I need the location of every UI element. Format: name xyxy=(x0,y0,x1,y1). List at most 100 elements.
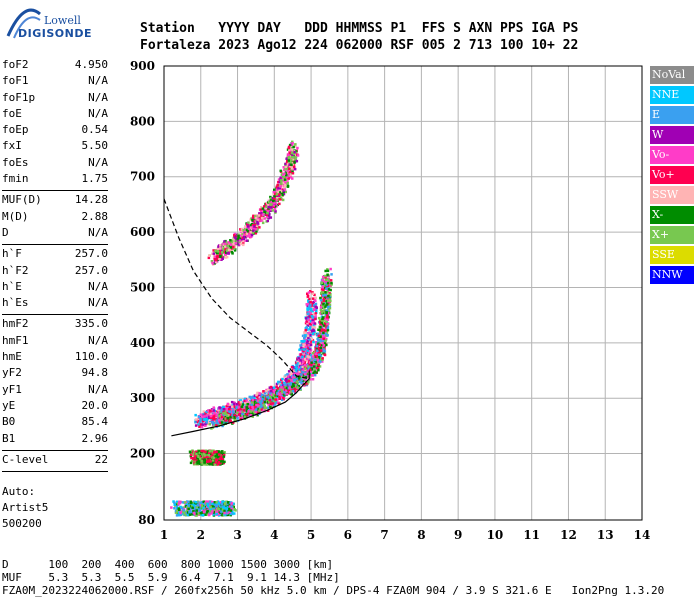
echo-point xyxy=(288,163,291,166)
echo-point xyxy=(225,251,228,254)
echo-point xyxy=(244,399,247,403)
echo-point xyxy=(254,216,258,220)
echo-point xyxy=(175,500,179,504)
echo-point xyxy=(291,153,294,156)
echo-point xyxy=(313,357,316,360)
echo-point xyxy=(213,450,216,454)
echo-point xyxy=(219,459,222,462)
echo-point xyxy=(246,403,250,406)
echo-point xyxy=(326,314,329,317)
echo-point xyxy=(322,337,325,340)
echo-point xyxy=(309,348,313,352)
echo-point xyxy=(289,376,292,379)
echo-point xyxy=(309,370,312,373)
legend-item-x-: X- xyxy=(650,206,694,225)
echo-point xyxy=(299,353,303,356)
echo-point xyxy=(194,462,197,465)
echo-point xyxy=(201,462,204,465)
echo-point xyxy=(207,451,211,454)
echo-point xyxy=(291,140,294,144)
echo-point xyxy=(294,385,297,388)
legend-item-vo-: Vo- xyxy=(650,146,694,165)
echo-point xyxy=(263,217,266,220)
echo-point xyxy=(195,502,198,505)
echo-point xyxy=(286,373,289,376)
echo-point xyxy=(242,413,246,416)
echo-point xyxy=(322,350,325,353)
echo-point xyxy=(239,234,242,237)
echo-point xyxy=(244,229,247,232)
echo-point xyxy=(293,160,297,164)
echo-point xyxy=(204,450,207,454)
echo-point xyxy=(314,302,318,306)
echo-point xyxy=(200,513,203,517)
param-row-hmf2: hmF2 335.0 xyxy=(2,317,108,333)
echo-point xyxy=(317,353,321,356)
echo-point xyxy=(284,385,287,389)
echo-point xyxy=(303,372,307,376)
legend-item-ssw: SSW xyxy=(650,186,694,205)
echo-point xyxy=(214,458,218,461)
echo-point xyxy=(315,333,319,337)
echo-point xyxy=(237,233,240,236)
echo-point xyxy=(286,169,290,172)
echo-point xyxy=(307,310,310,314)
echo-point xyxy=(254,402,258,405)
echo-point xyxy=(242,243,245,247)
echo-point xyxy=(324,317,327,320)
param-separator xyxy=(2,471,108,473)
echo-point xyxy=(290,382,293,385)
echo-point xyxy=(216,257,220,260)
echo-point xyxy=(308,338,311,341)
echo-point xyxy=(314,305,318,308)
echo-point xyxy=(293,375,296,379)
echo-point xyxy=(268,202,271,205)
echo-point xyxy=(263,409,267,412)
echo-point xyxy=(214,454,217,458)
y-tick-label: 80 xyxy=(138,513,155,527)
auto-label: Auto: xyxy=(2,485,36,498)
echo-point xyxy=(234,418,237,422)
echo-point xyxy=(209,507,213,511)
echo-point xyxy=(256,220,259,224)
echo-point xyxy=(324,293,327,297)
echo-point xyxy=(327,310,331,313)
echo-point xyxy=(226,408,230,412)
echo-point xyxy=(203,415,206,418)
echo-point xyxy=(324,305,327,308)
echo-point xyxy=(253,223,256,227)
echo-point xyxy=(257,402,260,406)
echo-point xyxy=(283,172,286,175)
echo-point xyxy=(300,373,303,376)
echo-point xyxy=(306,346,309,350)
param-key: foF1 xyxy=(2,74,29,88)
echo-point xyxy=(242,236,246,239)
echo-point xyxy=(257,219,260,222)
echo-point xyxy=(297,376,301,380)
echo-point xyxy=(222,247,226,250)
echo-point xyxy=(304,374,307,377)
echo-point xyxy=(329,299,332,303)
echo-point xyxy=(259,208,263,211)
echo-point xyxy=(194,506,197,509)
echo-point xyxy=(319,325,322,329)
echo-point xyxy=(290,146,294,150)
echo-point xyxy=(248,227,251,230)
echo-point xyxy=(266,201,270,204)
echo-point xyxy=(282,381,286,385)
echo-point xyxy=(176,511,179,515)
echo-point xyxy=(240,237,244,241)
echo-point xyxy=(289,176,292,179)
echo-point xyxy=(210,460,213,463)
echo-point xyxy=(323,336,326,339)
echo-point xyxy=(259,397,262,401)
echo-point xyxy=(230,507,233,511)
echo-point xyxy=(306,341,309,344)
echo-point xyxy=(267,214,271,217)
echo-point xyxy=(315,344,319,348)
echo-point xyxy=(248,395,251,399)
echo-point xyxy=(325,299,328,303)
footer-distance-row: D 100 200 400 600 800 1000 1500 3000 [km… xyxy=(2,558,334,571)
echo-point xyxy=(293,378,297,382)
echo-point xyxy=(221,454,224,457)
